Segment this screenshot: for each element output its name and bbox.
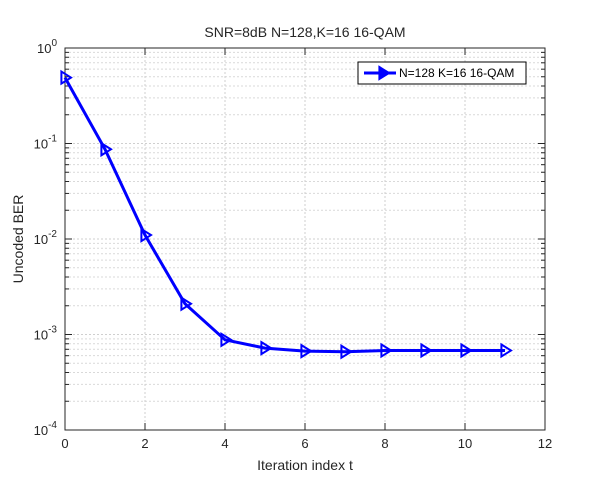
legend-box: [357, 61, 527, 85]
y-tick-labels: 100 10-1 10-2 10-3 10-4: [34, 38, 58, 438]
data-point: [180, 295, 193, 312]
tick-marks: [64, 47, 546, 431]
x-axis-label: Iteration index t: [257, 457, 353, 473]
data-point: [380, 342, 393, 359]
series-layer: [60, 69, 513, 360]
data-point: [140, 227, 153, 243]
data-point: [300, 343, 313, 359]
x-tick-label: 2: [141, 436, 148, 451]
x-tick-label: 12: [538, 436, 552, 451]
y-tick-label: 10-1: [34, 134, 58, 152]
y-tick-label: 10-4: [34, 420, 58, 438]
x-tick-labels: 0 2 4 6 8 10 12: [61, 436, 552, 451]
series-line: [63, 76, 505, 354]
chart-title: SNR=8dB N=128,K=16 16-QAM: [204, 24, 405, 40]
data-point: [260, 340, 273, 356]
data-point: [220, 331, 233, 348]
y-tick-label: 10-2: [34, 229, 58, 247]
data-point: [100, 141, 113, 158]
y-axis-label: Uncoded BER: [10, 195, 26, 284]
legend-entry: N=128 K=16 16-QAM: [399, 66, 514, 80]
data-point: [460, 342, 473, 359]
x-tick-label: 6: [301, 436, 308, 451]
legend: N=128 K=16 16-QAM: [357, 61, 527, 85]
x-tick-label: 4: [221, 436, 228, 451]
data-point: [60, 69, 73, 86]
legend-marker: [378, 65, 391, 81]
x-tick-label: 10: [458, 436, 472, 451]
x-tick-label: 0: [61, 436, 68, 451]
y-tick-label: 10-3: [34, 325, 58, 343]
data-point: [340, 343, 353, 360]
data-point: [500, 342, 513, 359]
x-tick-label: 8: [381, 436, 388, 451]
data-point: [420, 342, 433, 359]
y-tick-label: 100: [37, 38, 57, 56]
